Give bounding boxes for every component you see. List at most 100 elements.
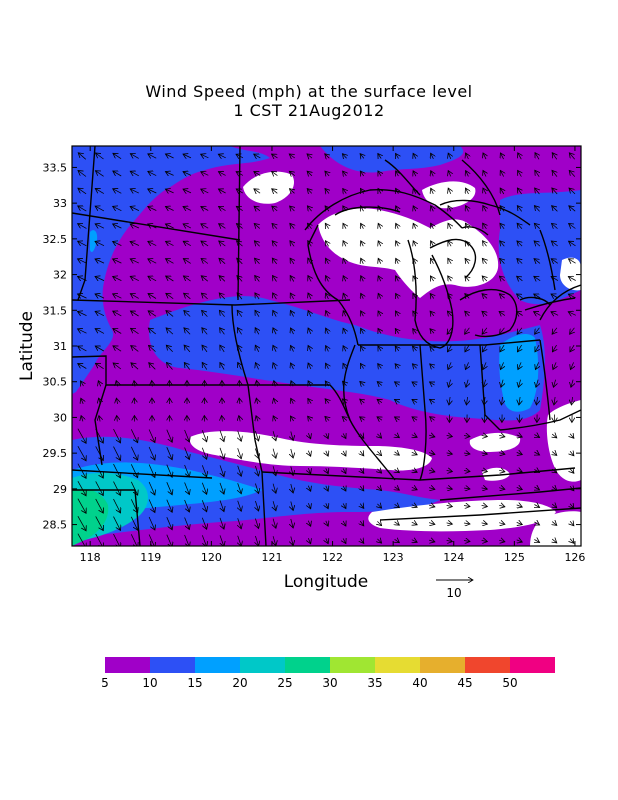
wind-arrow bbox=[378, 293, 381, 298]
wind-arrow bbox=[95, 311, 105, 315]
wind-arrow bbox=[289, 154, 296, 158]
wind-arrow bbox=[483, 153, 486, 160]
wind-arrow bbox=[361, 276, 364, 282]
colorbar-label: 10 bbox=[142, 676, 157, 690]
colorbar-label: 25 bbox=[277, 676, 292, 690]
wind-arrow bbox=[396, 311, 399, 316]
wind-arrow bbox=[130, 481, 137, 495]
wind-arrow bbox=[308, 241, 312, 247]
wind-arrow bbox=[113, 481, 121, 496]
wind-arrow bbox=[395, 522, 400, 525]
wind-arrow bbox=[183, 241, 191, 245]
wind-arrow bbox=[273, 416, 276, 421]
wind-arrow bbox=[78, 259, 87, 263]
colorbar-swatch bbox=[510, 657, 555, 673]
wind-arrow bbox=[238, 363, 242, 370]
wind-arrow bbox=[202, 328, 208, 335]
wind-arrow bbox=[184, 429, 190, 442]
wind-arrow bbox=[291, 398, 294, 403]
wind-arrow bbox=[113, 516, 121, 531]
wind-arrow bbox=[326, 328, 329, 335]
wind-arrow bbox=[113, 259, 122, 263]
wind-arrow bbox=[166, 464, 172, 478]
wind-arrow bbox=[413, 223, 416, 228]
wind-arrow bbox=[534, 276, 541, 280]
wind-arrow bbox=[413, 258, 416, 263]
wind-arrow bbox=[500, 206, 504, 212]
wind-arrow bbox=[413, 188, 416, 193]
wind-arrow bbox=[446, 435, 453, 436]
wind-arrow bbox=[274, 381, 275, 387]
wind-arrow bbox=[148, 259, 157, 263]
wind-arrow bbox=[413, 171, 416, 176]
wind-arrow bbox=[255, 448, 258, 459]
wind-arrow bbox=[202, 345, 207, 353]
wind-arrow bbox=[255, 465, 258, 476]
wind-arrow bbox=[552, 153, 557, 160]
wind-arrow bbox=[78, 294, 87, 298]
wind-arrow bbox=[483, 223, 487, 229]
wind-arrow bbox=[360, 188, 363, 193]
wind-arrow bbox=[201, 430, 206, 442]
wind-arrow bbox=[500, 223, 504, 230]
wind-arrow bbox=[272, 189, 278, 194]
wind-arrow bbox=[291, 501, 293, 511]
wind-arrow bbox=[534, 452, 539, 455]
wind-arrow bbox=[463, 471, 470, 472]
wind-arrow bbox=[342, 417, 347, 421]
wind-arrow bbox=[236, 189, 244, 193]
wind-arrow bbox=[431, 241, 434, 246]
wind-arrow bbox=[534, 206, 539, 212]
wind-arrow bbox=[257, 381, 258, 387]
wind-arrow bbox=[290, 241, 294, 247]
wind-arrow bbox=[291, 448, 293, 458]
wind-arrow bbox=[183, 154, 192, 158]
colorbar-swatch bbox=[150, 657, 195, 673]
wind-arrow bbox=[238, 500, 242, 512]
wind-arrow bbox=[290, 206, 295, 211]
wind-arrow bbox=[272, 206, 277, 211]
wind-arrow bbox=[290, 276, 294, 282]
wind-arrow bbox=[219, 241, 226, 246]
wind-arrow bbox=[308, 433, 310, 439]
speed-fill-lightblue-east bbox=[499, 334, 539, 412]
wind-arrow bbox=[222, 416, 223, 422]
wind-arrow bbox=[184, 482, 190, 495]
wind-arrow bbox=[412, 487, 417, 490]
wind-arrow bbox=[378, 223, 381, 228]
wind-arrow bbox=[430, 294, 434, 299]
wind-arrow bbox=[95, 206, 105, 212]
wind-arrow bbox=[448, 153, 451, 160]
wind-arrow bbox=[396, 293, 399, 298]
wind-arrow bbox=[343, 171, 347, 176]
wind-arrow bbox=[95, 516, 104, 530]
wind-arrow bbox=[552, 469, 557, 473]
wind-arrow bbox=[428, 453, 435, 455]
wind-arrow bbox=[113, 363, 122, 370]
wind-arrow bbox=[465, 241, 469, 246]
wind-arrow bbox=[113, 241, 122, 245]
wind-arrow bbox=[238, 430, 242, 442]
wind-arrow bbox=[130, 516, 137, 530]
wind-arrow bbox=[148, 189, 157, 193]
wind-arrow bbox=[430, 329, 434, 334]
wind-arrow bbox=[166, 517, 172, 530]
wind-arrow bbox=[273, 483, 276, 494]
wind-arrow bbox=[77, 463, 86, 479]
wind-arrow bbox=[236, 224, 243, 229]
wind-arrow bbox=[518, 379, 520, 388]
wind-arrow bbox=[570, 521, 574, 526]
wind-arrow bbox=[360, 451, 364, 456]
wind-arrow bbox=[237, 241, 243, 246]
wind-arrow bbox=[99, 416, 100, 422]
wind-arrow bbox=[326, 451, 328, 456]
wind-arrow bbox=[326, 346, 329, 352]
wind-arrow bbox=[148, 154, 157, 158]
wind-arrow bbox=[255, 535, 258, 546]
wind-arrow bbox=[534, 540, 539, 543]
colorbar-label: 35 bbox=[367, 676, 382, 690]
wind-arrow bbox=[130, 446, 137, 460]
wind-arrow bbox=[447, 311, 451, 316]
wind-arrow bbox=[465, 311, 470, 316]
wind-arrow bbox=[552, 327, 557, 334]
